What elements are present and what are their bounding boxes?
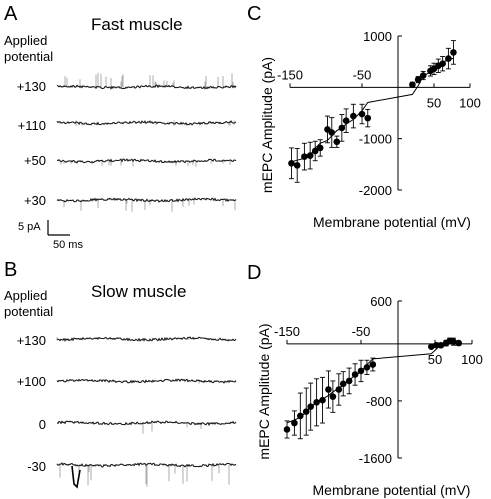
trace-events	[142, 423, 202, 434]
data-point	[428, 343, 435, 350]
panel-b-trace-label: +130	[16, 333, 46, 348]
data-point	[338, 124, 346, 132]
data-point	[307, 403, 314, 410]
panel-b-trace-label: -30	[27, 459, 46, 474]
data-point	[335, 386, 343, 393]
data-point	[302, 408, 310, 415]
trace-events	[63, 200, 236, 212]
chart-panel-c: -150 -50 50 100 1000 -1000 -2000 mEPC Amplitude…	[259, 29, 481, 230]
trace-line	[56, 420, 237, 427]
data-point	[301, 153, 308, 160]
data-point	[319, 396, 326, 404]
data-point	[350, 112, 357, 120]
data-point	[283, 426, 291, 433]
chart-panel-d: -150 -50 50 100 600 -800 -1600 mEPC Amplitude (…	[256, 294, 483, 498]
trace-line	[56, 158, 237, 164]
y-tick-label: -2000	[359, 183, 392, 198]
trace-line	[56, 336, 237, 342]
data-point	[357, 367, 365, 375]
panel-b-trace-label: +100	[16, 374, 46, 389]
trace-line	[56, 197, 237, 203]
panel-a-trace-label: +130	[16, 79, 46, 94]
trace-line	[56, 84, 237, 90]
scale-bar	[47, 220, 70, 236]
panel-d-letter: D	[247, 262, 262, 284]
trace-events	[59, 465, 230, 487]
data-point	[455, 339, 462, 347]
data-point	[339, 380, 347, 388]
x-tick-label: -150	[274, 324, 300, 339]
data-point	[439, 60, 446, 68]
data-point	[364, 114, 372, 122]
data-point	[342, 117, 350, 124]
data-point	[363, 364, 371, 371]
data-point	[291, 419, 298, 427]
y-tick-label: 1000	[363, 29, 392, 44]
data-point	[313, 399, 320, 406]
panel-b-letter: B	[4, 259, 18, 281]
x-tick-label: -50	[352, 324, 371, 339]
panel-a-letter: A	[4, 3, 18, 25]
y-tick-label: -800	[366, 394, 392, 409]
data-point	[345, 377, 353, 385]
x-tick-label: 50	[427, 95, 441, 110]
scale-bar-time-label: 50 ms	[53, 239, 83, 251]
panel-b-applied-line2: potential	[4, 304, 54, 319]
data-point	[329, 393, 337, 400]
data-point	[409, 81, 416, 89]
data-point	[450, 49, 457, 56]
data-point	[306, 152, 314, 159]
panel-b-title: Slow muscle	[91, 282, 187, 301]
panel-a-title: Fast muscle	[91, 15, 183, 34]
data-point	[333, 138, 341, 146]
x-tick-label: 100	[461, 352, 483, 367]
panel-a-applied-line2: potential	[4, 49, 54, 64]
panel-a-trace-label: +30	[23, 193, 46, 208]
data-point	[297, 412, 304, 420]
y-tick-label: -1000	[359, 132, 392, 147]
panel-c-letter: C	[247, 3, 262, 25]
panel-a-trace-label: +50	[23, 153, 46, 168]
data-point	[288, 160, 295, 167]
data-point	[437, 341, 445, 349]
data-point	[358, 110, 366, 118]
panel-b-applied-line1: Applied	[4, 288, 48, 303]
data-point	[351, 371, 359, 378]
trace-line	[56, 378, 237, 384]
data-point	[419, 72, 427, 79]
x-tick-label: -150	[277, 67, 303, 82]
trace-event-large	[71, 465, 81, 489]
y-tick-label: -1600	[359, 451, 392, 466]
y-axis-label: mEPC Amplitude (pA)	[259, 57, 275, 193]
current-traces	[56, 73, 237, 489]
y-axis-label: mEPC Amplitude (pA)	[256, 323, 272, 459]
y-tick-label: 600	[370, 294, 392, 309]
panel-a-trace-label: +110	[17, 118, 46, 133]
x-axis-label: Membrane potential (mV)	[313, 482, 471, 498]
trace-line	[56, 120, 237, 126]
x-axis-label: Membrane potential (mV)	[313, 214, 471, 230]
data-point	[328, 129, 336, 136]
x-tick-label: -50	[353, 67, 372, 82]
trace-events	[64, 73, 234, 87]
data-point	[311, 147, 319, 155]
data-point	[369, 361, 377, 368]
data-point	[414, 76, 422, 83]
data-point	[445, 55, 452, 62]
trace-line	[56, 462, 237, 468]
data-point	[325, 386, 332, 393]
x-tick-label: 100	[459, 95, 481, 110]
scale-bar-current-label: 5 pA	[18, 221, 41, 233]
data-point	[316, 144, 324, 152]
panel-b-trace-label: 0	[38, 417, 46, 432]
x-tick-label: 50	[428, 352, 442, 367]
panel-a-applied-line1: Applied	[4, 33, 48, 48]
data-point	[293, 162, 301, 169]
data-point	[450, 338, 457, 345]
